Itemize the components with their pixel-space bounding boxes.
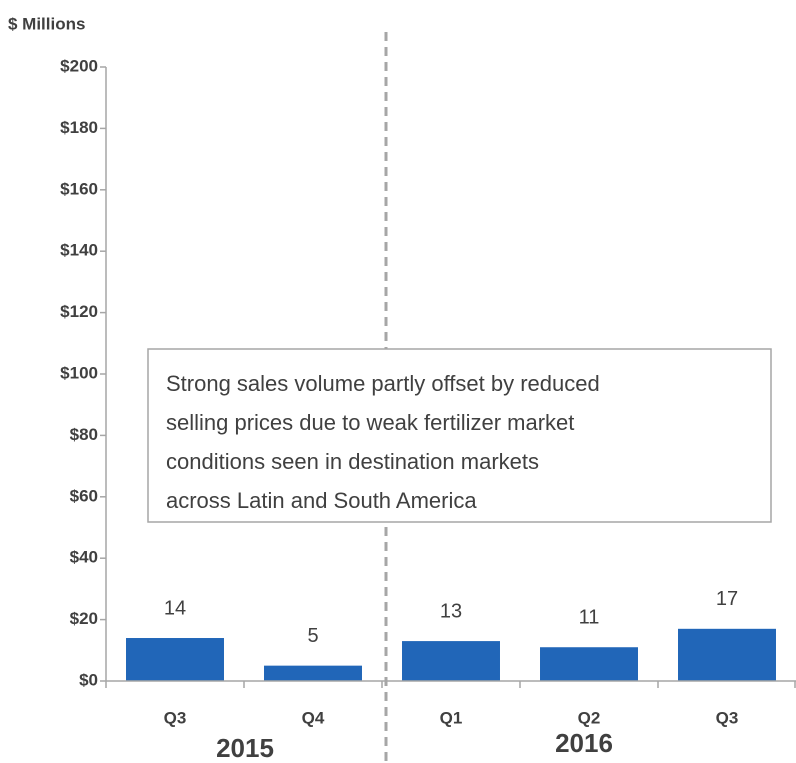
annotation-box [147, 348, 772, 523]
bar [678, 628, 776, 681]
x-tick-label: Q3 [716, 708, 739, 727]
y-tick-label: $20 [70, 609, 98, 628]
data-label: 14 [164, 597, 186, 619]
group-label: 2015 [216, 733, 274, 763]
y-tick-label: $140 [60, 241, 98, 260]
y-tick-label: $200 [60, 56, 98, 75]
y-tick-label: $180 [60, 118, 98, 137]
data-label: 11 [579, 607, 600, 629]
y-tick-label: $40 [70, 548, 98, 567]
x-tick-label: Q2 [578, 708, 601, 727]
bar [540, 647, 638, 681]
x-tick-label: Q1 [440, 708, 463, 727]
y-tick-label: $100 [60, 363, 98, 382]
annotation-line: selling prices due to weak fertilizer ma… [166, 410, 574, 435]
annotation-line: conditions seen in destination markets [166, 449, 539, 474]
annotation-line: Strong sales volume partly offset by red… [166, 371, 600, 396]
bar [402, 641, 500, 681]
bar [264, 665, 362, 681]
data-label: 13 [440, 600, 462, 622]
y-tick-label: $80 [70, 425, 98, 444]
data-label: 17 [716, 588, 738, 610]
x-tick-label: Q4 [302, 708, 325, 727]
group-label: 2016 [555, 728, 613, 758]
annotation-line: across Latin and South America [166, 488, 477, 513]
y-tick-label: $120 [60, 302, 98, 321]
x-tick-label: Q3 [164, 708, 187, 727]
bar [126, 638, 224, 681]
data-label: 5 [307, 625, 318, 647]
y-tick-label: $160 [60, 179, 98, 198]
y-tick-label: $0 [79, 670, 98, 689]
y-axis-label: $ Millions [8, 14, 85, 33]
y-tick-label: $60 [70, 486, 98, 505]
